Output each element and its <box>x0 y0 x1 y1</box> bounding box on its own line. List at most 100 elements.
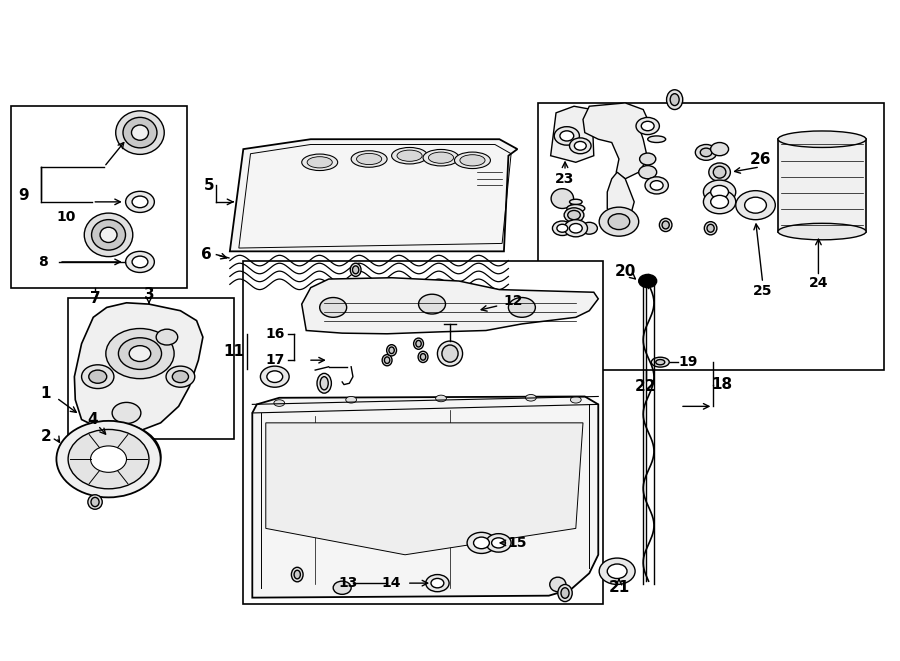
Text: 12: 12 <box>504 294 524 308</box>
Circle shape <box>157 329 177 345</box>
Polygon shape <box>230 139 518 251</box>
Text: 25: 25 <box>753 284 772 298</box>
Ellipse shape <box>389 347 394 354</box>
Ellipse shape <box>384 357 390 364</box>
Ellipse shape <box>333 581 351 594</box>
Bar <box>778 139 866 231</box>
Circle shape <box>106 329 174 379</box>
Ellipse shape <box>302 154 338 171</box>
Circle shape <box>636 118 660 135</box>
Ellipse shape <box>648 136 666 143</box>
Ellipse shape <box>670 94 680 106</box>
Circle shape <box>418 294 446 314</box>
Text: 1: 1 <box>40 385 51 401</box>
Text: 21: 21 <box>608 580 630 596</box>
Text: 4: 4 <box>87 412 98 427</box>
Ellipse shape <box>460 155 485 166</box>
Ellipse shape <box>705 221 717 235</box>
Circle shape <box>599 207 639 236</box>
Circle shape <box>570 223 582 233</box>
Ellipse shape <box>778 223 866 240</box>
Circle shape <box>260 366 289 387</box>
Text: 10: 10 <box>57 210 76 224</box>
Text: 26: 26 <box>750 151 770 167</box>
Circle shape <box>599 558 635 584</box>
Ellipse shape <box>387 344 397 356</box>
Text: 24: 24 <box>809 276 828 290</box>
Circle shape <box>651 180 663 190</box>
Ellipse shape <box>700 148 712 157</box>
Circle shape <box>126 251 155 272</box>
Text: 3: 3 <box>144 287 154 301</box>
Ellipse shape <box>85 213 133 256</box>
Ellipse shape <box>551 188 573 208</box>
Text: 7: 7 <box>90 292 101 306</box>
Ellipse shape <box>123 118 157 148</box>
Ellipse shape <box>709 163 731 181</box>
Polygon shape <box>608 173 634 219</box>
Ellipse shape <box>714 167 726 178</box>
Ellipse shape <box>640 153 656 165</box>
Circle shape <box>126 191 155 212</box>
Circle shape <box>431 578 444 588</box>
Ellipse shape <box>92 219 125 250</box>
Ellipse shape <box>667 90 683 110</box>
Circle shape <box>57 421 160 497</box>
Text: 18: 18 <box>711 377 732 392</box>
Polygon shape <box>252 397 598 598</box>
Text: 14: 14 <box>382 576 401 590</box>
Ellipse shape <box>581 222 598 234</box>
Circle shape <box>570 138 591 154</box>
Bar <box>243 261 603 604</box>
Polygon shape <box>583 103 648 178</box>
Circle shape <box>645 176 669 194</box>
Ellipse shape <box>88 494 103 509</box>
Ellipse shape <box>639 166 657 178</box>
Circle shape <box>642 122 654 131</box>
Ellipse shape <box>351 151 387 167</box>
Circle shape <box>89 370 107 383</box>
Circle shape <box>553 221 572 235</box>
Ellipse shape <box>454 152 490 169</box>
Circle shape <box>132 196 148 208</box>
Circle shape <box>104 446 132 467</box>
Circle shape <box>473 537 490 549</box>
Ellipse shape <box>711 143 729 156</box>
Text: 5: 5 <box>204 178 214 193</box>
Circle shape <box>112 403 141 424</box>
Text: 15: 15 <box>508 536 527 550</box>
Circle shape <box>736 190 775 219</box>
Circle shape <box>508 297 536 317</box>
Polygon shape <box>266 423 583 555</box>
Ellipse shape <box>652 357 670 367</box>
Ellipse shape <box>100 227 117 243</box>
Circle shape <box>744 197 767 213</box>
Text: 13: 13 <box>338 576 358 590</box>
Bar <box>12 106 186 288</box>
Ellipse shape <box>292 567 303 582</box>
Circle shape <box>574 141 586 150</box>
Ellipse shape <box>91 497 99 506</box>
Ellipse shape <box>570 199 582 204</box>
Circle shape <box>554 127 580 145</box>
Ellipse shape <box>353 266 359 274</box>
Circle shape <box>75 424 160 487</box>
Ellipse shape <box>346 397 356 403</box>
Ellipse shape <box>561 588 569 598</box>
Circle shape <box>486 533 511 552</box>
Circle shape <box>320 297 346 317</box>
Circle shape <box>426 574 449 592</box>
Text: 22: 22 <box>635 379 657 394</box>
Ellipse shape <box>571 397 581 403</box>
Circle shape <box>491 538 506 548</box>
Circle shape <box>560 131 573 141</box>
Circle shape <box>172 371 188 383</box>
Circle shape <box>467 532 496 553</box>
Ellipse shape <box>420 354 426 360</box>
Ellipse shape <box>307 157 332 168</box>
Ellipse shape <box>550 577 566 592</box>
Circle shape <box>267 371 283 383</box>
Text: 8: 8 <box>38 255 48 269</box>
Ellipse shape <box>416 340 421 347</box>
Ellipse shape <box>567 204 585 212</box>
